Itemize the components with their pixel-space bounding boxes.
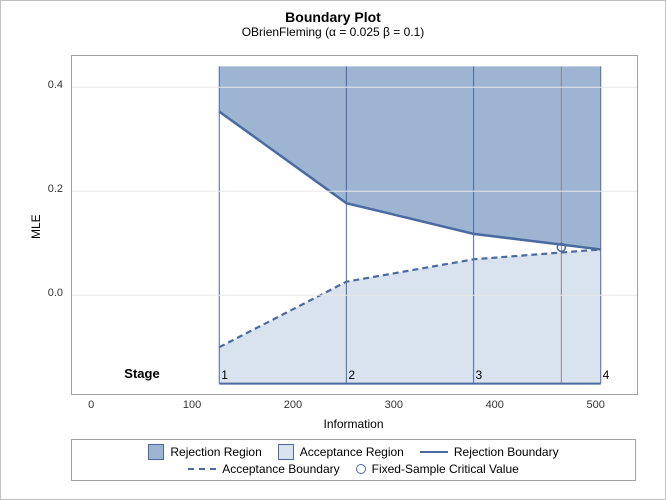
legend-swatch — [356, 464, 366, 474]
legend-label: Rejection Region — [170, 445, 261, 459]
legend-item-rej_region: Rejection Region — [148, 444, 261, 460]
legend-item-fixed: Fixed-Sample Critical Value — [356, 462, 519, 476]
plot-frame: Stage 1 2 3 4 — [71, 55, 638, 395]
stage-label: Stage — [124, 366, 159, 381]
legend-item-rej_bound: Rejection Boundary — [420, 445, 559, 459]
legend-label: Fixed-Sample Critical Value — [372, 462, 519, 476]
y-tick-label: 0.2 — [48, 183, 63, 195]
stage-number: 3 — [476, 368, 483, 382]
y-tick-label: 0.0 — [48, 287, 63, 299]
x-axis-label: Information — [71, 417, 636, 431]
x-tick-label: 100 — [180, 399, 204, 411]
legend-item-acc_region: Acceptance Region — [278, 444, 404, 460]
stage-number: 4 — [603, 368, 610, 382]
x-tick-label: 0 — [79, 399, 103, 411]
legend: Rejection Region Acceptance Region Rejecti… — [71, 439, 636, 481]
chart-subtitle: OBrienFleming (α = 0.025 β = 0.1) — [1, 25, 665, 39]
legend-item-acc_bound: Acceptance Boundary — [188, 462, 339, 476]
legend-swatch — [188, 468, 216, 470]
chart-title: Boundary Plot — [1, 9, 665, 25]
x-tick-label: 500 — [584, 399, 608, 411]
titles-block: Boundary Plot OBrienFleming (α = 0.025 β… — [1, 9, 665, 39]
y-tick-label: 0.4 — [48, 79, 63, 91]
stage-number: 1 — [221, 368, 228, 382]
stage-number: 2 — [348, 368, 355, 382]
legend-label: Acceptance Boundary — [222, 462, 339, 476]
chart-container: Boundary Plot OBrienFleming (α = 0.025 β… — [0, 0, 666, 500]
x-tick-label: 400 — [483, 399, 507, 411]
y-axis-label: MLE — [29, 214, 43, 239]
plot-svg — [72, 56, 637, 394]
legend-swatch — [278, 444, 294, 460]
x-tick-label: 200 — [281, 399, 305, 411]
rejection-region — [219, 66, 600, 249]
legend-swatch — [148, 444, 164, 460]
legend-swatch — [420, 451, 448, 453]
legend-label: Rejection Boundary — [454, 445, 559, 459]
x-tick-label: 300 — [382, 399, 406, 411]
legend-label: Acceptance Region — [300, 445, 404, 459]
